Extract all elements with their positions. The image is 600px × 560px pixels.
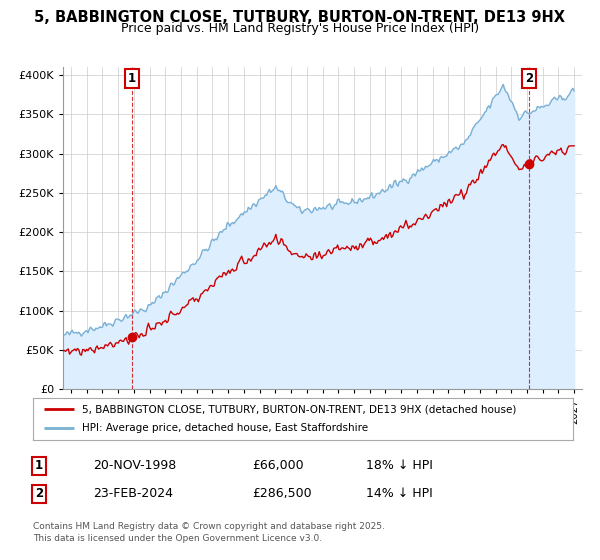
Text: 1: 1 (128, 72, 136, 85)
Text: 1: 1 (35, 459, 43, 473)
Text: 2: 2 (35, 487, 43, 501)
Text: Contains HM Land Registry data © Crown copyright and database right 2025.
This d: Contains HM Land Registry data © Crown c… (33, 522, 385, 543)
Text: 5, BABBINGTON CLOSE, TUTBURY, BURTON-ON-TRENT, DE13 9HX: 5, BABBINGTON CLOSE, TUTBURY, BURTON-ON-… (35, 10, 566, 25)
Text: £66,000: £66,000 (252, 459, 304, 473)
Text: 14% ↓ HPI: 14% ↓ HPI (366, 487, 433, 501)
Text: 18% ↓ HPI: 18% ↓ HPI (366, 459, 433, 473)
Text: Price paid vs. HM Land Registry's House Price Index (HPI): Price paid vs. HM Land Registry's House … (121, 22, 479, 35)
Text: £286,500: £286,500 (252, 487, 311, 501)
Text: 20-NOV-1998: 20-NOV-1998 (93, 459, 176, 473)
Text: 5, BABBINGTON CLOSE, TUTBURY, BURTON-ON-TRENT, DE13 9HX (detached house): 5, BABBINGTON CLOSE, TUTBURY, BURTON-ON-… (82, 404, 516, 414)
Text: 23-FEB-2024: 23-FEB-2024 (93, 487, 173, 501)
Text: 2: 2 (525, 72, 533, 85)
Text: HPI: Average price, detached house, East Staffordshire: HPI: Average price, detached house, East… (82, 423, 368, 433)
